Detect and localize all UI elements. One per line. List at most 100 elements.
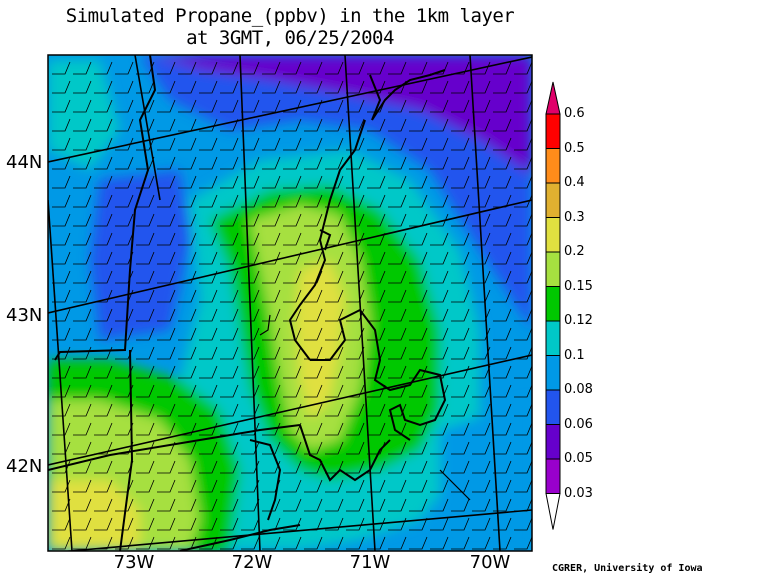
wind-barb (157, 118, 176, 132)
wind-barb (52, 80, 71, 94)
colorbar-level-label: 0.6 (564, 106, 585, 121)
wind-barb (136, 346, 155, 360)
colorbar-bottom-triangle (545, 493, 561, 530)
wind-barb (283, 270, 302, 284)
wind-barb (73, 327, 92, 341)
wind-barb (388, 232, 407, 246)
wind-barb (115, 80, 134, 94)
wind-barb (136, 422, 155, 436)
wind-barb (346, 536, 365, 550)
wind-barb (73, 422, 92, 436)
wind-barb (73, 61, 92, 75)
wind-barb (472, 498, 491, 512)
wind-barb (136, 289, 155, 303)
wind-barb (430, 327, 449, 341)
wind-barb (451, 99, 470, 113)
wind-barb (430, 194, 449, 208)
wind-barb (409, 384, 428, 398)
wind-barb (157, 80, 176, 94)
wind-barb (73, 118, 92, 132)
wind-barb (514, 384, 532, 398)
wind-barb (262, 384, 281, 398)
wind-barb (451, 270, 470, 284)
wind-barb (472, 175, 491, 189)
wind-barb (262, 289, 281, 303)
wind-barb (283, 175, 302, 189)
wind-barb (94, 498, 113, 512)
wind-barb (304, 460, 323, 474)
wind-barb (346, 441, 365, 455)
wind-barb (52, 517, 71, 531)
wind-barb (178, 156, 197, 170)
wind-barb (157, 156, 176, 170)
wind-barb (115, 175, 134, 189)
wind-barb (304, 61, 323, 75)
wind-barb (157, 384, 176, 398)
wind-barb (283, 80, 302, 94)
wind-barb (409, 365, 428, 379)
wind-barb (136, 175, 155, 189)
wind-barb (199, 517, 218, 531)
wind-barb (241, 517, 260, 531)
wind-barb (388, 384, 407, 398)
wind-barb (220, 213, 239, 227)
wind-barb (493, 365, 512, 379)
wind-barb (157, 422, 176, 436)
wind-barb (304, 384, 323, 398)
wind-barbs (52, 61, 532, 550)
wind-barb (451, 498, 470, 512)
wind-barb (430, 213, 449, 227)
wind-barb (220, 118, 239, 132)
wind-barb (220, 194, 239, 208)
map-title-line2: at 3GMT, 06/25/2004 (186, 27, 394, 49)
wind-barb (409, 536, 428, 550)
wind-barb (451, 80, 470, 94)
wind-barb (451, 403, 470, 417)
wind-barb (199, 251, 218, 265)
wind-barb (199, 99, 218, 113)
wind-barb (283, 460, 302, 474)
wind-barb (367, 80, 386, 94)
wind-barb (367, 403, 386, 417)
wind-barb (94, 327, 113, 341)
wind-barb (178, 403, 197, 417)
wind-barb (346, 213, 365, 227)
wind-barb (304, 422, 323, 436)
wind-barb (430, 517, 449, 531)
wind-barb (283, 441, 302, 455)
wind-barb (367, 61, 386, 75)
wind-barb (283, 289, 302, 303)
wind-barb (409, 99, 428, 113)
wind-barb (283, 61, 302, 75)
wind-barb (52, 536, 71, 550)
colorbar-top-triangle (545, 81, 561, 115)
wind-barb (262, 213, 281, 227)
wind-barb (304, 308, 323, 322)
wind-barb (472, 118, 491, 132)
wind-barb (220, 251, 239, 265)
wind-barb (514, 517, 532, 531)
wind-barb (493, 460, 512, 474)
wind-barb (493, 99, 512, 113)
wind-barb (325, 384, 344, 398)
wind-barb (304, 536, 323, 550)
wind-barb (409, 80, 428, 94)
wind-barb (388, 137, 407, 151)
wind-barb (451, 422, 470, 436)
wind-barb (493, 327, 512, 341)
wind-barb (199, 384, 218, 398)
wind-barb (367, 460, 386, 474)
wind-barb (430, 175, 449, 189)
wind-barb (283, 156, 302, 170)
wind-barb (514, 251, 532, 265)
wind-barb (199, 194, 218, 208)
wind-barb (220, 517, 239, 531)
wind-barb (94, 308, 113, 322)
wind-barb (304, 479, 323, 493)
wind-barb (514, 194, 532, 208)
wind-barb (388, 99, 407, 113)
wind-barb (241, 232, 260, 246)
wind-barb (451, 479, 470, 493)
wind-barb (367, 156, 386, 170)
wind-barb (325, 61, 344, 75)
